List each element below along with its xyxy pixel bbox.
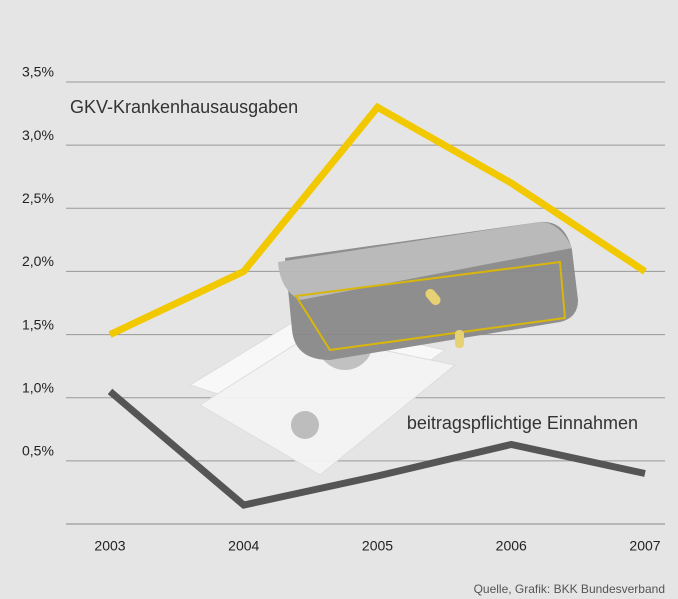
source: Quelle, Grafik: BKK Bundesverband	[474, 582, 665, 596]
y-tick-label: 3,0%	[22, 127, 54, 143]
x-tick-label: 2003	[94, 538, 125, 554]
y-tick-label: 3,5%	[22, 64, 54, 80]
y-tick-label: 2,5%	[22, 190, 54, 206]
y-tick-label: 2,0%	[22, 253, 54, 269]
x-tick-label: 2007	[629, 538, 660, 554]
y-tick-label: 0,5%	[22, 443, 54, 459]
series-label: beitragspflichtige Einnahmen	[407, 413, 638, 433]
series-line	[108, 102, 647, 338]
x-tick-label: 2006	[496, 538, 527, 554]
x-tick-label: 2004	[228, 538, 259, 554]
x-tick-label: 2005	[362, 538, 393, 554]
y-tick-label: 1,5%	[22, 316, 54, 332]
y-tick-label: 1,0%	[22, 379, 54, 395]
series-line	[107, 388, 646, 509]
series-label: GKV-Krankenhausausgaben	[70, 97, 298, 117]
wallet-illustration	[188, 221, 578, 476]
